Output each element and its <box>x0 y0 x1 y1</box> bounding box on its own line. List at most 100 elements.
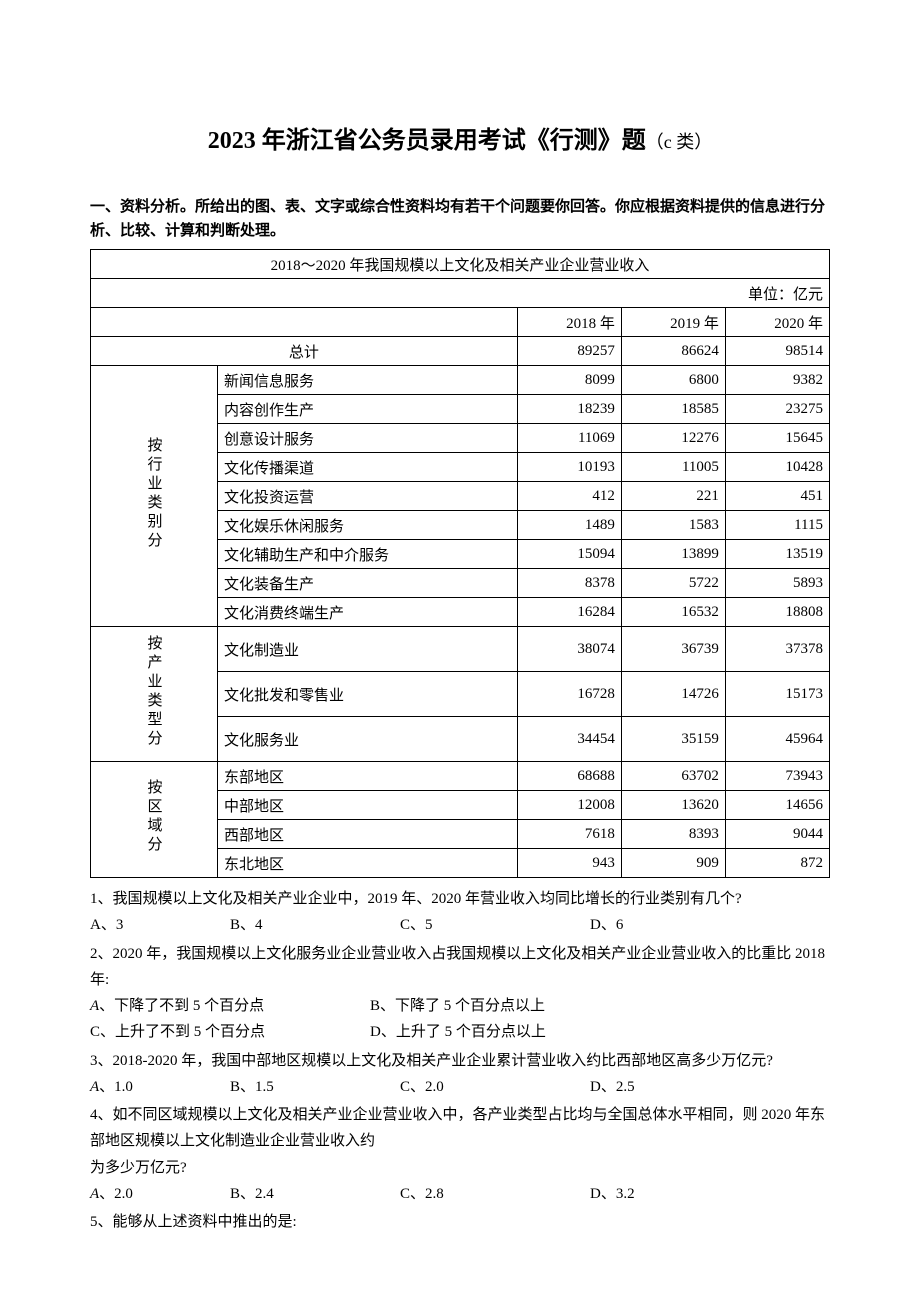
year-2020: 2020 年 <box>725 308 829 337</box>
table-cell: 13899 <box>621 540 725 569</box>
question-3: 3、2018-2020 年，我国中部地区规模以上文化及相关产业企业累计营业收入约… <box>90 1048 830 1101</box>
question-stem: 4、如不同区域规模以上文化及相关产业企业营业收入中，各产业类型占比均与全国总体水… <box>90 1102 830 1155</box>
table-cell: 13620 <box>621 791 725 820</box>
table-unit: 单位：亿元 <box>91 279 830 308</box>
table-cell: 11069 <box>517 424 621 453</box>
table-row-label: 文化批发和零售业 <box>218 672 518 717</box>
options-row: C、上升了不到 5 个百分点 D、上升了 5 个百分点以上 <box>90 1019 830 1045</box>
table-cell: 8099 <box>517 366 621 395</box>
option-d: D、6 <box>590 912 623 938</box>
option-a: A、2.0 <box>90 1181 230 1207</box>
question-1: 1、我国规模以上文化及相关产业企业中，2019 年、2020 年营业收入均同比增… <box>90 886 830 939</box>
table-row-label: 文化消费终端生产 <box>218 598 518 627</box>
table-cell: 16284 <box>517 598 621 627</box>
table-cell: 73943 <box>725 762 829 791</box>
total-2018: 89257 <box>517 337 621 366</box>
year-2019: 2019 年 <box>621 308 725 337</box>
table-cell: 10193 <box>517 453 621 482</box>
total-2020: 98514 <box>725 337 829 366</box>
option-a: A、3 <box>90 912 230 938</box>
table-cell: 15173 <box>725 672 829 717</box>
table-cell: 37378 <box>725 627 829 672</box>
question-4: 4、如不同区域规模以上文化及相关产业企业营业收入中，各产业类型占比均与全国总体水… <box>90 1102 830 1207</box>
table-row-label: 东部地区 <box>218 762 518 791</box>
question-2: 2、2020 年，我国规模以上文化服务业企业营业收入占我国规模以上文化及相关产业… <box>90 941 830 1046</box>
title-main: 2023 年浙江省公务员录用考试《行测》题 <box>208 128 646 154</box>
table-cell: 16532 <box>621 598 725 627</box>
options-row: A、下降了不到 5 个百分点 B、下降了 5 个百分点以上 <box>90 993 830 1019</box>
table-row-label: 新闻信息服务 <box>218 366 518 395</box>
option-d: D、3.2 <box>590 1181 635 1207</box>
table-cell: 63702 <box>621 762 725 791</box>
question-stem: 5、能够从上述资料中推出的是: <box>90 1209 830 1235</box>
table-cell: 38074 <box>517 627 621 672</box>
total-label: 总计 <box>91 337 518 366</box>
table-cell: 12276 <box>621 424 725 453</box>
table-cell: 10428 <box>725 453 829 482</box>
table-cell: 8378 <box>517 569 621 598</box>
table-row-label: 文化装备生产 <box>218 569 518 598</box>
option-b: B、下降了 5 个百分点以上 <box>370 993 650 1019</box>
table-cell: 18808 <box>725 598 829 627</box>
option-a: A、1.0 <box>90 1074 230 1100</box>
table-cell: 5893 <box>725 569 829 598</box>
option-d: D、上升了 5 个百分点以上 <box>370 1019 650 1045</box>
questions-block: 1、我国规模以上文化及相关产业企业中，2019 年、2020 年营业收入均同比增… <box>90 886 830 1235</box>
table-row-label: 文化制造业 <box>218 627 518 672</box>
table-row-label: 文化服务业 <box>218 717 518 762</box>
table-cell: 8393 <box>621 820 725 849</box>
table-row-label: 创意设计服务 <box>218 424 518 453</box>
group2-label: 按产业类型分 <box>91 627 218 762</box>
table-cell: 13519 <box>725 540 829 569</box>
option-d: D、2.5 <box>590 1074 635 1100</box>
table-cell: 16728 <box>517 672 621 717</box>
table-cell: 1489 <box>517 511 621 540</box>
table-cell: 909 <box>621 849 725 878</box>
table-cell: 9382 <box>725 366 829 395</box>
option-a: A、下降了不到 5 个百分点 <box>90 993 370 1019</box>
table-cell: 412 <box>517 482 621 511</box>
table-cell: 18239 <box>517 395 621 424</box>
table-row-label: 文化投资运营 <box>218 482 518 511</box>
option-c: C、上升了不到 5 个百分点 <box>90 1019 370 1045</box>
option-c: C、2.0 <box>400 1074 590 1100</box>
table-cell: 5722 <box>621 569 725 598</box>
table-cell: 9044 <box>725 820 829 849</box>
data-table: 2018～2020 年我国规模以上文化及相关产业企业营业收入 单位：亿元 201… <box>90 249 830 878</box>
section-heading: 一、资料分析。所给出的图、表、文字或综合性资料均有若干个问题要你回答。你应根据资… <box>90 195 830 243</box>
table-cell: 12008 <box>517 791 621 820</box>
table-row-label: 文化辅助生产和中介服务 <box>218 540 518 569</box>
option-b: B、2.4 <box>230 1181 400 1207</box>
table-cell: 7618 <box>517 820 621 849</box>
table-cell: 35159 <box>621 717 725 762</box>
table-row-label: 西部地区 <box>218 820 518 849</box>
table-cell: 1583 <box>621 511 725 540</box>
table-cell: 23275 <box>725 395 829 424</box>
table-cell: 15645 <box>725 424 829 453</box>
group1-label: 按行业类别分 <box>91 366 218 627</box>
table-cell: 36739 <box>621 627 725 672</box>
table-caption: 2018～2020 年我国规模以上文化及相关产业企业营业收入 <box>91 250 830 279</box>
option-b: B、4 <box>230 912 400 938</box>
question-stem: 2、2020 年，我国规模以上文化服务业企业营业收入占我国规模以上文化及相关产业… <box>90 941 830 994</box>
title-sub: （c 类） <box>646 132 713 152</box>
table-cell: 14656 <box>725 791 829 820</box>
table-cell: 68688 <box>517 762 621 791</box>
table-row-label: 内容创作生产 <box>218 395 518 424</box>
table-cell: 1115 <box>725 511 829 540</box>
option-b: B、1.5 <box>230 1074 400 1100</box>
table-cell: 943 <box>517 849 621 878</box>
header-blank <box>91 308 518 337</box>
options-row: A、1.0 B、1.5 C、2.0 D、2.5 <box>90 1074 830 1100</box>
table-cell: 34454 <box>517 717 621 762</box>
page-title: 2023 年浙江省公务员录用考试《行测》题（c 类） <box>90 120 830 155</box>
year-2018: 2018 年 <box>517 308 621 337</box>
question-5: 5、能够从上述资料中推出的是: <box>90 1209 830 1235</box>
option-c: C、2.8 <box>400 1181 590 1207</box>
question-stem-cont: 为多少万亿元? <box>90 1155 830 1181</box>
table-cell: 15094 <box>517 540 621 569</box>
group3-label: 按区域分 <box>91 762 218 878</box>
question-stem: 3、2018-2020 年，我国中部地区规模以上文化及相关产业企业累计营业收入约… <box>90 1048 830 1074</box>
table-row-label: 文化娱乐休闲服务 <box>218 511 518 540</box>
table-cell: 14726 <box>621 672 725 717</box>
